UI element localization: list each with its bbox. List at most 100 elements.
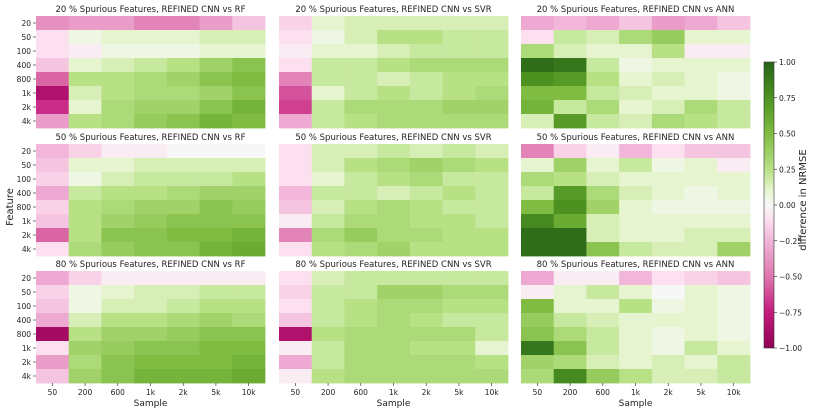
heatmap-cell	[36, 355, 70, 370]
heatmap-cell	[586, 186, 620, 201]
heatmap-cell	[619, 299, 653, 314]
heatmap-cell	[619, 144, 653, 159]
heatmap-cell	[442, 313, 476, 328]
heatmap-cell	[717, 16, 751, 31]
heatmap-cell	[619, 114, 653, 129]
heatmap-cell	[651, 271, 685, 286]
heatmap-cell	[717, 30, 751, 45]
heatmap-cell	[619, 30, 653, 45]
heatmap-cell	[134, 16, 168, 31]
y-tick-label: 1k	[22, 89, 32, 98]
y-tick-label: 100	[17, 175, 32, 184]
heatmap-cell	[36, 144, 70, 159]
heatmap-cell	[36, 313, 70, 328]
heatmap-cell	[553, 114, 587, 129]
heatmap-cell	[619, 186, 653, 201]
x-tick-label: 10k	[727, 388, 742, 397]
heatmap-cell	[619, 214, 653, 229]
heatmap-cell	[279, 200, 313, 215]
heatmap-cell	[199, 144, 233, 159]
heatmap-cell	[717, 58, 751, 73]
heatmap-cell	[684, 228, 718, 243]
y-tick-label: 2k	[22, 231, 32, 240]
heatmap-cell	[521, 299, 555, 314]
heatmap-cell	[475, 285, 509, 300]
y-tick-label: 100	[17, 302, 32, 311]
y-tick-label: 400	[17, 189, 32, 198]
heatmap-cell	[409, 172, 443, 187]
heatmap-cell	[651, 242, 685, 257]
heatmap-cell	[311, 242, 345, 257]
heatmap-cell	[101, 158, 135, 173]
heatmap-cell	[521, 313, 555, 328]
heatmap-cell	[344, 172, 378, 187]
colorbar-tick-label: −0.25	[779, 237, 802, 246]
heatmap-cell	[232, 327, 266, 342]
heatmap-cell	[166, 214, 200, 229]
heatmap-cell	[279, 341, 313, 356]
heatmap-cell	[36, 242, 70, 257]
heatmap-cell	[101, 242, 135, 257]
heatmap-cell	[377, 341, 411, 356]
heatmap-cell	[68, 355, 102, 370]
heatmap-cell	[684, 299, 718, 314]
y-tick-label: 400	[17, 316, 32, 325]
heatmap-cell	[521, 369, 555, 384]
heatmap-cell	[68, 100, 102, 115]
heatmap-cell	[344, 285, 378, 300]
heatmap-cell	[684, 58, 718, 73]
heatmap-cell	[651, 214, 685, 229]
heatmap-cell	[134, 313, 168, 328]
heatmap-cell	[442, 186, 476, 201]
heatmap-cell	[684, 72, 718, 87]
heatmap-cell	[553, 341, 587, 356]
heatmap-cell	[279, 313, 313, 328]
heatmap-cell	[475, 271, 509, 286]
heatmap-cell	[475, 214, 509, 229]
heatmap-cell	[553, 327, 587, 342]
heatmap-cell	[586, 285, 620, 300]
heatmap-cell	[377, 186, 411, 201]
heatmap-cell	[36, 158, 70, 173]
x-tick-label: 50	[291, 388, 301, 397]
heatmap-cell	[586, 158, 620, 173]
heatmap-cell	[409, 242, 443, 257]
heatmap-cell	[166, 271, 200, 286]
heatmap-cell	[377, 86, 411, 101]
heatmap-cell	[475, 44, 509, 59]
heatmap-cell	[279, 299, 313, 314]
heatmap-cell	[377, 158, 411, 173]
heatmap-cell	[232, 200, 266, 215]
heatmap-cell	[311, 100, 345, 115]
heatmap-cell	[619, 285, 653, 300]
heatmap-cell	[684, 30, 718, 45]
heatmap-cell	[442, 44, 476, 59]
heatmap-cell	[553, 44, 587, 59]
y-tick-label: 100	[17, 47, 32, 56]
heatmap-cell	[199, 299, 233, 314]
heatmap-cell	[619, 158, 653, 173]
heatmap-cell	[199, 271, 233, 286]
heatmap-cell	[344, 299, 378, 314]
heatmap-cell	[101, 58, 135, 73]
x-tick-label: 600	[354, 388, 369, 397]
heatmap-cell	[619, 58, 653, 73]
heatmap-cell	[651, 341, 685, 356]
colorbar-tick-label: 0.75	[779, 94, 796, 103]
heatmap-cell	[442, 228, 476, 243]
heatmap-cell	[475, 228, 509, 243]
x-tick-label: 1k	[146, 388, 156, 397]
heatmap-cell	[134, 30, 168, 45]
heatmap-cell	[36, 369, 70, 384]
y-tick-label: 20	[21, 19, 31, 28]
x-tick-label: 1k	[631, 388, 641, 397]
heatmap-cell	[717, 200, 751, 215]
heatmap-cell	[717, 228, 751, 243]
x-tick-label: 50	[48, 388, 58, 397]
heatmap-cell	[409, 228, 443, 243]
heatmap-cell	[651, 30, 685, 45]
heatmap-cell	[344, 327, 378, 342]
heatmap-cell	[311, 16, 345, 31]
heatmap-cell	[232, 369, 266, 384]
